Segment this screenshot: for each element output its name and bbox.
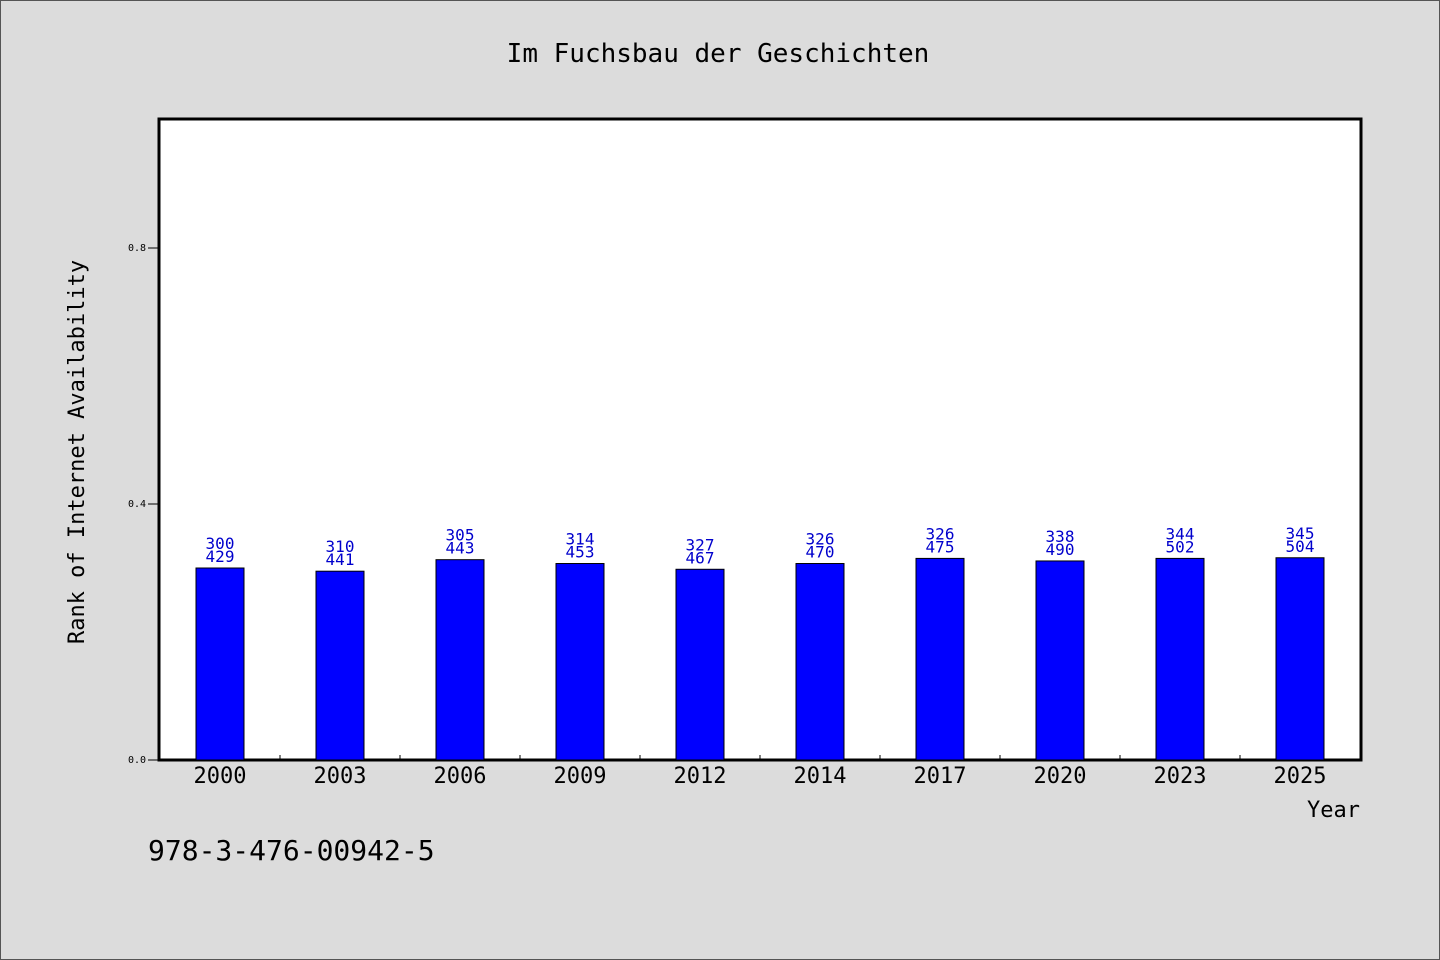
bar-label-top-2025: 345 <box>1286 524 1315 543</box>
bar-label-bottom-2009: 453 <box>566 543 595 562</box>
x-tick-label-2006: 2006 <box>434 764 487 789</box>
bar-label-top-2023: 344 <box>1166 524 1195 543</box>
bar-label-top-2006: 305 <box>446 526 475 545</box>
bar-2014 <box>795 563 845 761</box>
bar-2009 <box>555 563 605 761</box>
bar-label-top-2020: 338 <box>1046 527 1075 546</box>
x-tick-label-2023: 2023 <box>1154 764 1207 789</box>
x-tick-label-2025: 2025 <box>1274 764 1327 789</box>
bar-label-top-2012: 327 <box>686 535 715 554</box>
bar-label-top-2017: 326 <box>926 524 955 543</box>
bar-2017 <box>915 557 965 761</box>
bar-label-bottom-2006: 443 <box>446 539 475 558</box>
x-tick-label-2009: 2009 <box>554 764 607 789</box>
isbn-text: 978-3-476-00942-5 <box>148 834 435 867</box>
x-tick-label-2014: 2014 <box>794 764 847 789</box>
y-tick-label-0.8: 0.8 <box>128 243 146 254</box>
bar-label-bottom-2020: 490 <box>1046 540 1075 559</box>
bar-2006 <box>435 559 485 761</box>
ticks-layer: 2000 2003 2006 2009 2012 2014 2017 2020 2023 2025… <box>128 243 1327 789</box>
bar-label-top-2014: 326 <box>806 530 835 549</box>
x-tick-label-2000: 2000 <box>194 764 247 789</box>
bar-label-bottom-2014: 470 <box>806 543 835 562</box>
y-tick-label-0.4: 0.4 <box>128 499 146 510</box>
bar-label-bottom-2023: 502 <box>1166 537 1195 556</box>
bar-2000 <box>195 567 245 761</box>
bar-2003 <box>315 570 365 761</box>
bar-2025 <box>1275 557 1325 761</box>
x-axis-label: Year <box>1307 798 1360 823</box>
x-tick-label-2017: 2017 <box>914 764 967 789</box>
x-tick-label-2012: 2012 <box>674 764 727 789</box>
chart-title: Im Fuchsbau der Geschichten <box>507 39 930 69</box>
x-tick-label-2020: 2020 <box>1034 764 1087 789</box>
x-tick-label-2003: 2003 <box>314 764 367 789</box>
bar-label-top-2000: 300 <box>206 534 235 553</box>
bar-2023 <box>1155 557 1205 761</box>
bar-label-top-2009: 314 <box>566 530 595 549</box>
y-tick-label-0.0: 0.0 <box>128 755 146 766</box>
bar-label-top-2003: 310 <box>326 537 355 556</box>
y-axis-label: Rank of Internet Availability <box>65 260 90 644</box>
bar-label-bottom-2003: 441 <box>326 550 355 569</box>
bar-label-bottom-2012: 467 <box>686 548 715 567</box>
bar-2020 <box>1035 560 1085 761</box>
bar-label-bottom-2025: 504 <box>1286 537 1315 556</box>
bar-label-bottom-2000: 429 <box>206 547 235 566</box>
bar-2012 <box>675 568 725 761</box>
bar-label-bottom-2017: 475 <box>926 537 955 556</box>
